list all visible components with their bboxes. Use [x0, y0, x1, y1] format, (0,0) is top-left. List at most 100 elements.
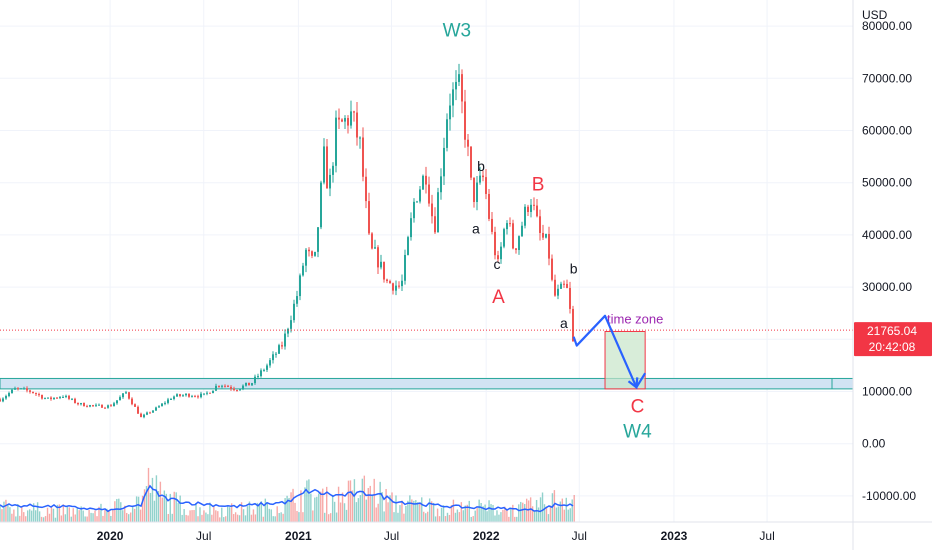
candle-body — [344, 118, 346, 122]
time-zone-box[interactable]: time zone — [604, 311, 663, 390]
volume-bar — [195, 503, 197, 522]
volume-bar — [454, 512, 457, 522]
volume-bar — [302, 512, 304, 522]
candle-body — [14, 388, 16, 390]
candle-body — [83, 402, 85, 407]
candle-body — [419, 189, 421, 202]
candle-body — [23, 388, 25, 390]
volume-bar — [15, 516, 17, 522]
wave-label: A — [492, 287, 505, 308]
volume-bar — [284, 498, 286, 522]
wave-label: C — [631, 396, 645, 417]
volume-bar — [337, 486, 340, 522]
candle-body — [173, 396, 175, 399]
volume-bar — [547, 514, 550, 522]
volume-bar — [177, 502, 179, 522]
candle-body — [80, 402, 82, 405]
candle-body — [521, 225, 523, 237]
candle-body — [215, 385, 217, 391]
volume-bar — [5, 499, 7, 522]
candle-body — [458, 74, 460, 82]
candle-body — [554, 279, 556, 296]
volume-bar — [460, 502, 463, 522]
price-tick-label: 40000.00 — [862, 228, 912, 242]
volume-bar — [282, 513, 284, 522]
volume-bar — [96, 516, 98, 522]
volume-bar — [423, 511, 425, 522]
volume-bar — [211, 514, 213, 522]
candle-body — [320, 182, 322, 228]
candle-body — [428, 184, 430, 204]
candle-body — [350, 111, 352, 126]
projection-path[interactable] — [572, 314, 647, 390]
volume-bar — [494, 515, 496, 522]
candle-body — [62, 396, 64, 398]
candle-body — [563, 283, 565, 285]
volume-bar — [310, 493, 312, 522]
volume-bar — [428, 498, 431, 522]
volume-bar — [274, 516, 276, 522]
candle-body — [524, 206, 526, 226]
candle-body — [41, 394, 43, 399]
volume-bar — [333, 501, 336, 522]
volume-bar — [108, 510, 110, 522]
candle-body — [482, 175, 484, 178]
volume-bar — [167, 513, 169, 522]
volume-bar — [387, 502, 389, 522]
volume-bar — [508, 516, 510, 522]
candle-body — [374, 247, 376, 249]
wave-label: a — [560, 315, 568, 331]
volume-bar — [151, 477, 154, 522]
volume-bar — [88, 509, 90, 522]
volume-bar — [369, 485, 371, 522]
candle-body — [71, 398, 73, 400]
candle-body — [323, 146, 325, 183]
volume-bar — [351, 490, 354, 522]
candle-body — [137, 406, 139, 414]
candle-body — [386, 279, 388, 282]
candle-body — [503, 229, 505, 247]
volume-bar — [353, 479, 356, 522]
volume-bar — [365, 499, 367, 522]
candle-body — [467, 139, 469, 147]
candle-body — [533, 204, 535, 206]
volume-bar — [143, 489, 146, 522]
volume-bar — [76, 508, 78, 522]
candle-body — [326, 146, 328, 189]
volume-bar — [401, 500, 403, 522]
candle-body — [107, 405, 109, 408]
candle-body — [284, 333, 286, 347]
candle-body — [416, 201, 418, 203]
volume-bar — [74, 514, 76, 522]
volume-bar — [411, 499, 413, 522]
volume-bar — [50, 506, 53, 522]
volume-bar — [223, 517, 225, 522]
candle-body — [476, 182, 478, 203]
volume-bar — [480, 503, 482, 522]
candle-body — [92, 405, 94, 407]
candle-body — [116, 400, 118, 404]
volume-bar — [329, 513, 332, 522]
volume-bar — [377, 503, 379, 522]
candle-body — [185, 393, 187, 396]
volume-bar — [567, 509, 569, 522]
volume-bar — [452, 499, 455, 522]
volume-bar — [221, 507, 223, 522]
time-axis[interactable]: 2020 Jul 2021 Jul 2022 Jul 2023 Jul — [97, 529, 775, 543]
volume-bar — [341, 492, 344, 522]
candle-body — [545, 233, 547, 238]
volume-bar — [448, 514, 451, 522]
candle-body — [548, 233, 550, 259]
price-candles[interactable] — [0, 63, 574, 419]
volume-bar — [234, 512, 237, 522]
volume-bar — [280, 512, 282, 522]
candle-body — [20, 388, 22, 390]
volume-bar — [254, 514, 257, 522]
candle-body — [530, 204, 532, 212]
volume-bar — [129, 512, 132, 522]
candle-body — [491, 218, 493, 232]
candle-body — [110, 405, 112, 407]
candle-body — [518, 236, 520, 250]
volume-bar — [512, 504, 514, 522]
